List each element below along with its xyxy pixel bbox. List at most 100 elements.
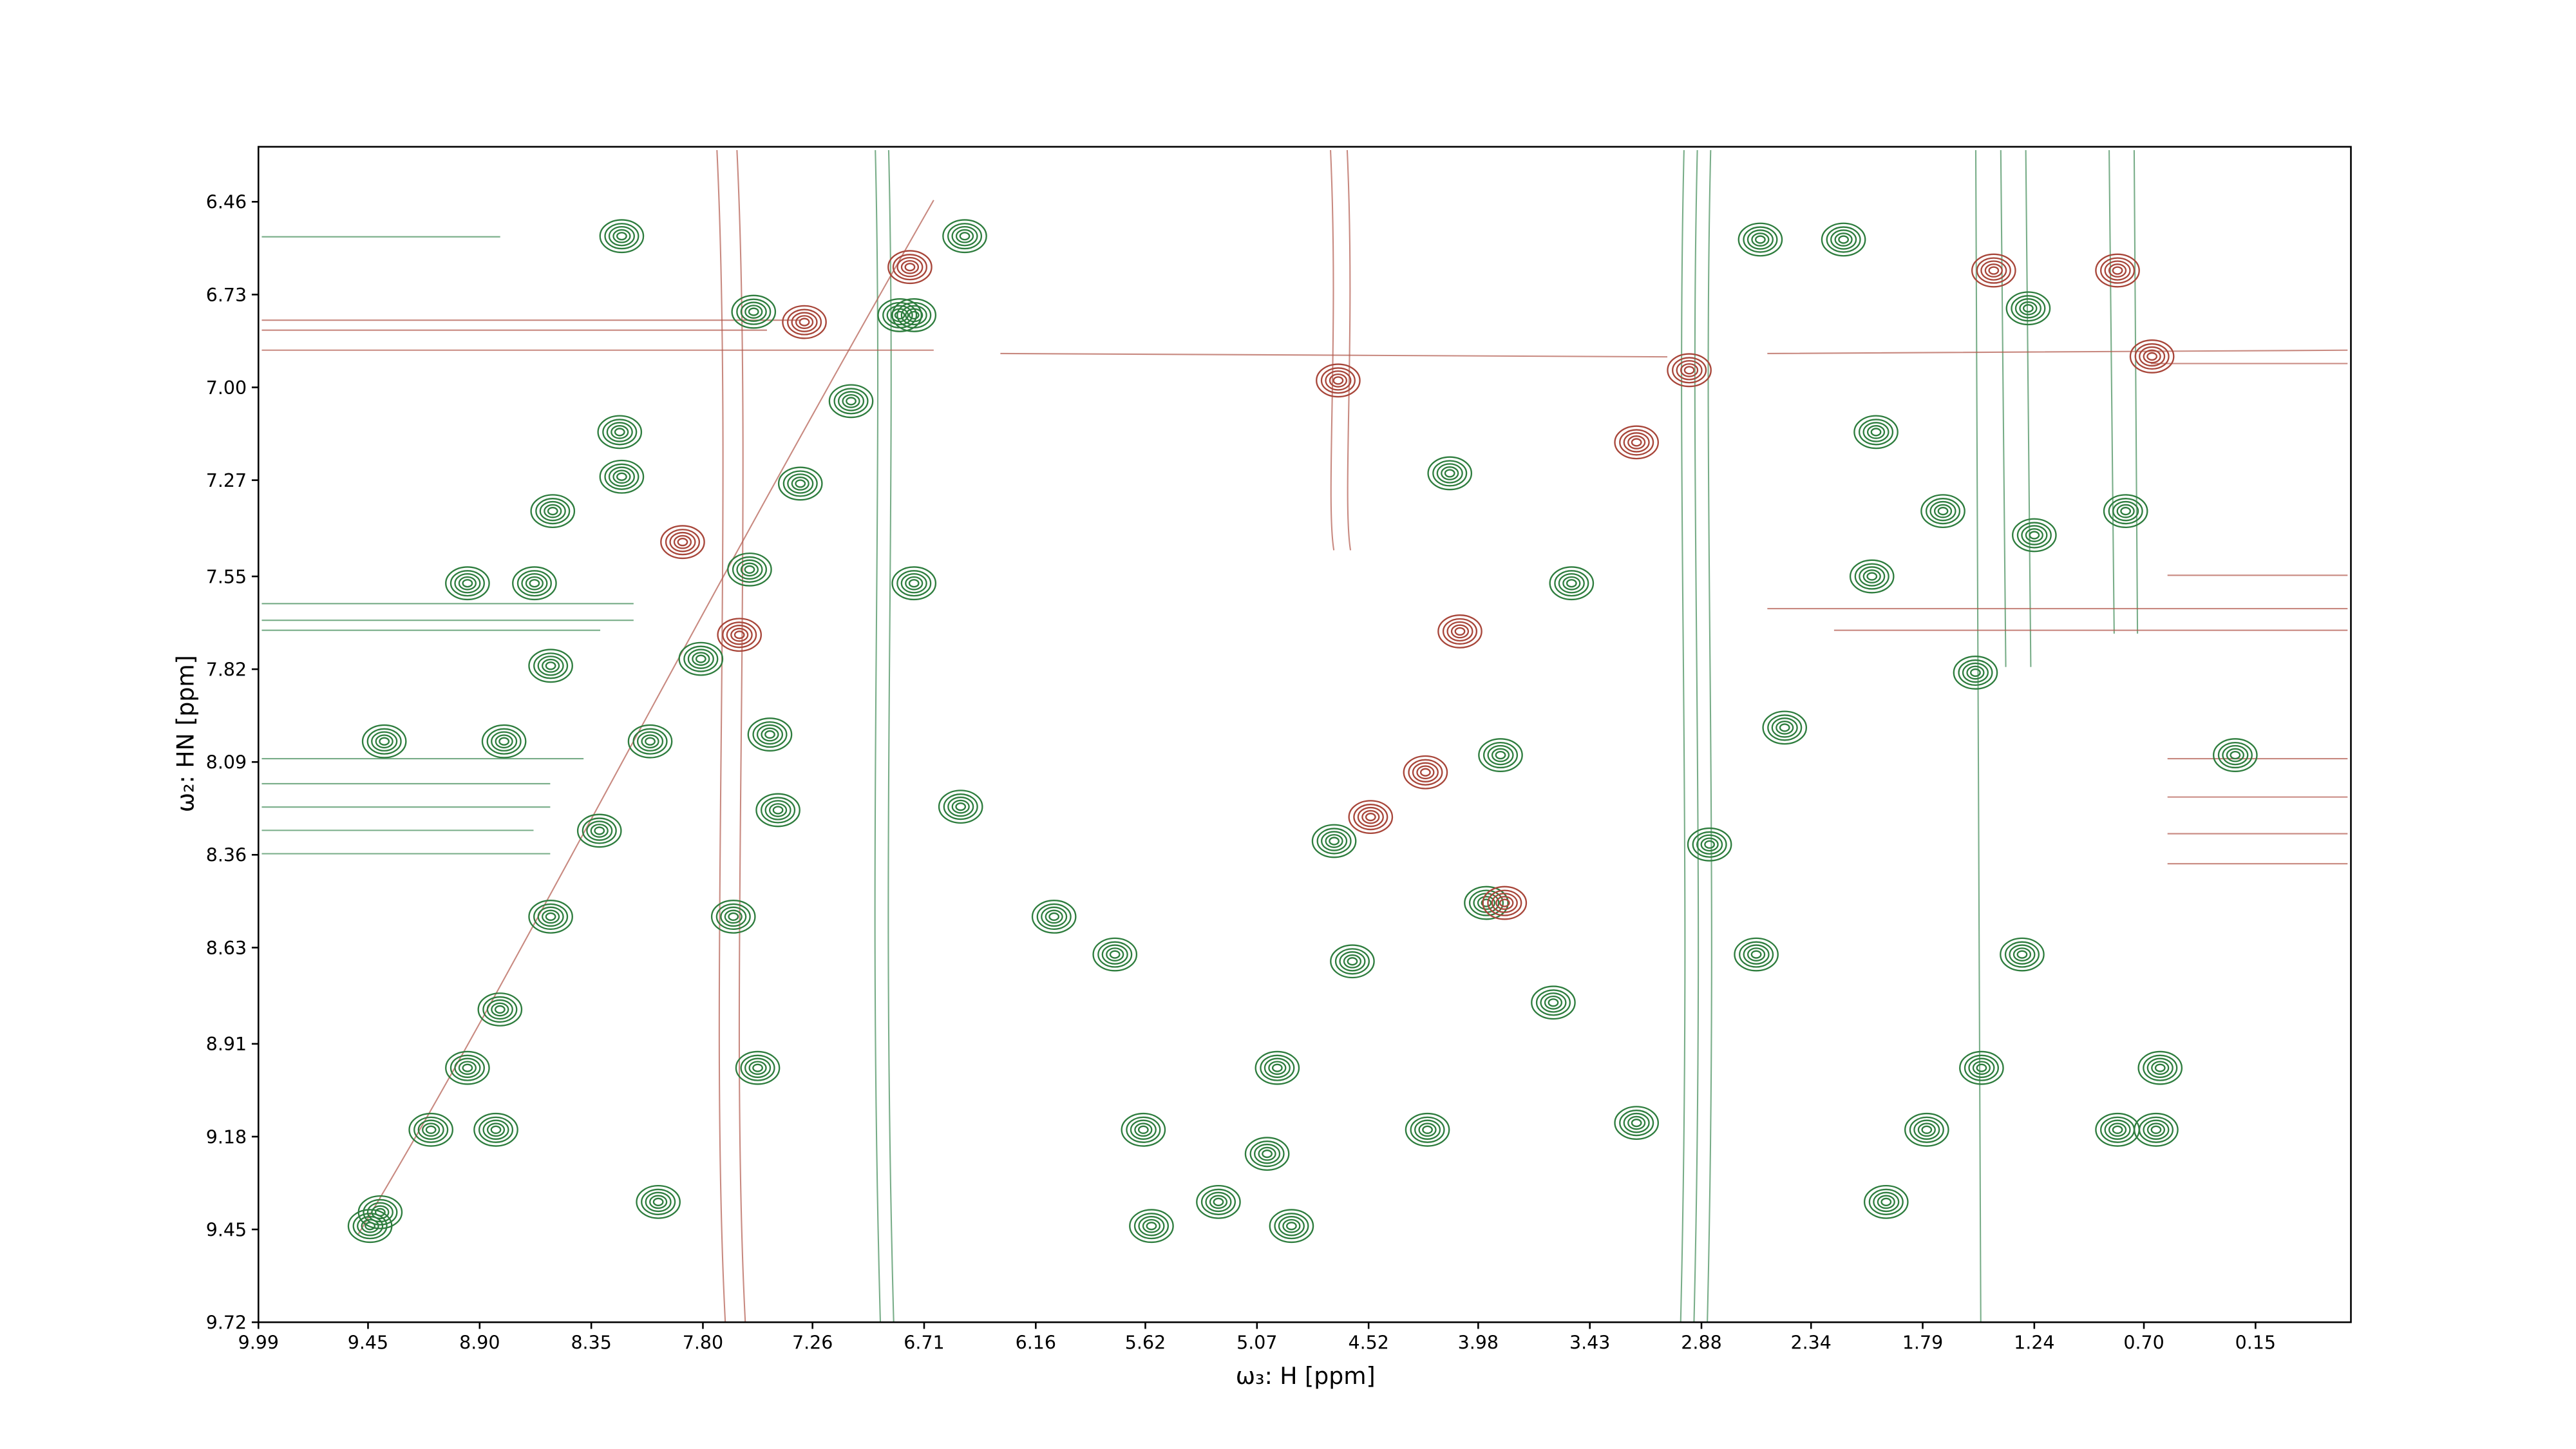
contour-ring [1959, 1050, 2004, 1085]
streak [1975, 150, 2139, 1323]
contour-ring [1548, 998, 1559, 1007]
contour-ring [1738, 222, 1783, 257]
peak [1853, 415, 1899, 450]
contour-ring [678, 641, 724, 676]
contour-ring [1859, 566, 1886, 587]
contour-ring [900, 305, 927, 326]
peak [361, 724, 407, 759]
peak [2103, 494, 2148, 529]
contour-ring [2139, 346, 2166, 367]
contour-ring [1353, 804, 1388, 831]
contour-ring [652, 1197, 664, 1206]
contour-ring [877, 298, 922, 332]
contour-ring [1631, 1119, 1642, 1128]
contour-ring [1958, 659, 1993, 687]
x-tick-label: 3.98 [1458, 1332, 1499, 1354]
contour-ring [1751, 232, 1770, 247]
contour-ring [2025, 528, 2043, 542]
contour-ring [744, 1057, 772, 1078]
peak [1437, 614, 1482, 649]
peak [1904, 1112, 1949, 1147]
peak [731, 294, 777, 329]
contour-ring [1427, 456, 1473, 491]
contour-ring [371, 1205, 390, 1220]
contour-ring [599, 219, 645, 254]
contour-ring [2019, 301, 2038, 316]
contour-ring [422, 1122, 440, 1137]
contour-ring [722, 621, 757, 649]
y-tick-label: 7.00 [206, 377, 247, 399]
peak [1129, 1209, 1174, 1244]
contour-ring [951, 799, 970, 814]
contour-ring [683, 645, 719, 672]
contour-ring [454, 1057, 481, 1078]
contour-ring [764, 730, 775, 739]
peak [2012, 518, 2057, 553]
contour-ring [1268, 1061, 1287, 1075]
contour-ring [1531, 985, 1576, 1020]
contour-ring [1862, 569, 1881, 583]
contour-ring [1478, 738, 1523, 772]
contour-ring [1834, 232, 1853, 247]
contour-ring [1436, 463, 1463, 484]
contour-ring [1271, 1063, 1283, 1072]
x-tick-label: 2.88 [1681, 1332, 1721, 1354]
contour-ring [2112, 266, 2123, 275]
contour-ring [1133, 1213, 1170, 1240]
contour-ring [1339, 951, 1366, 972]
peak [1687, 827, 1732, 862]
contour-ring [2016, 522, 2052, 549]
contour-ring [891, 308, 909, 323]
contour-ring [787, 473, 814, 494]
contour-ring [458, 576, 477, 591]
peak [1849, 559, 1895, 594]
contour-ring [2004, 941, 2040, 968]
contour-ring [2222, 744, 2249, 766]
peak [747, 717, 793, 752]
contour-ring [636, 731, 664, 752]
contour-ring [1976, 1063, 1987, 1072]
peak [1667, 353, 1712, 388]
contour-ring [1321, 831, 1348, 851]
contour-ring [1631, 438, 1642, 447]
contour-ring [481, 724, 527, 759]
peak [599, 459, 645, 494]
contour-ring [495, 734, 513, 749]
contour-ring [2104, 260, 2131, 281]
peak [1255, 1050, 1300, 1085]
contour-ring [1244, 1137, 1290, 1171]
contour-ring [371, 731, 398, 752]
contour-ring [2103, 494, 2148, 529]
peak [1330, 944, 1375, 979]
contour-ring [545, 661, 556, 670]
contour-ring [2112, 500, 2139, 522]
contour-ring [2011, 295, 2046, 322]
contour-ring [1446, 621, 1473, 642]
contour-ring [1868, 1188, 1904, 1215]
contour-ring [955, 802, 967, 811]
contour-ring [695, 654, 706, 663]
contour-ring [608, 466, 635, 487]
contour-ring [896, 256, 923, 278]
contour-ring [586, 820, 613, 841]
peak [2213, 738, 2258, 772]
contour-ring [361, 724, 407, 759]
peak [1953, 656, 1998, 690]
peak [2134, 1112, 2179, 1147]
peak [481, 724, 527, 759]
peak [1614, 425, 1659, 460]
contour-ring [1468, 889, 1504, 916]
peak [1863, 1184, 1909, 1219]
contour-ring [1450, 624, 1470, 639]
contour-ring [1700, 837, 1719, 852]
peak [1092, 937, 1138, 972]
contour-ring [2146, 352, 2158, 361]
y-tick-label: 8.36 [206, 845, 247, 866]
contour-ring [1619, 429, 1654, 456]
contour-ring [1101, 944, 1128, 965]
contour-ring [886, 305, 913, 326]
contour-ring [445, 1050, 490, 1085]
contour-ring [2108, 498, 2143, 525]
contour-ring [2016, 950, 2028, 959]
